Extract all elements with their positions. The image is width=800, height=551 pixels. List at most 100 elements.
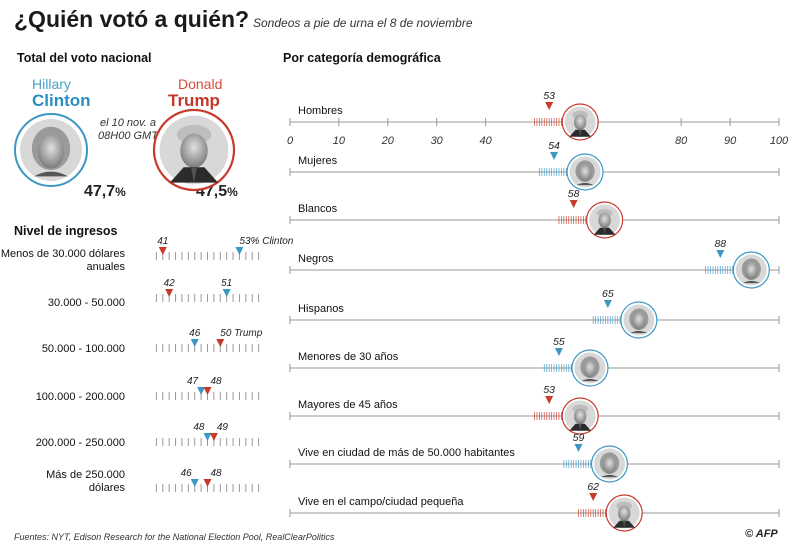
demo-marker bbox=[554, 348, 563, 356]
demo-tick-label: 100 bbox=[770, 135, 789, 147]
source-note: Fuentes: NYT, Edison Research for the Na… bbox=[14, 532, 335, 542]
demo-tick-label: 20 bbox=[381, 135, 395, 147]
income-category-label: 100.000 - 200.000 bbox=[35, 391, 125, 403]
income-category-label: Más de 250.000 dólares bbox=[46, 469, 125, 494]
income-value-label: 42 bbox=[164, 278, 176, 289]
demo-portrait bbox=[590, 445, 629, 483]
demo-portrait bbox=[571, 349, 609, 387]
income-value-label: 46 bbox=[181, 468, 193, 479]
demo-marker bbox=[574, 444, 583, 452]
afp-logo: © AFP bbox=[745, 528, 778, 540]
income-clinton-marker bbox=[222, 289, 231, 297]
income-value-label: 41 bbox=[157, 236, 168, 247]
demo-value-label: 59 bbox=[573, 432, 585, 444]
demo-category-label: Negros bbox=[298, 253, 334, 265]
income-value-label: 48 bbox=[211, 376, 223, 387]
demo-category-label: Mujeres bbox=[298, 155, 338, 167]
demo-value-label: 88 bbox=[714, 238, 726, 250]
income-clinton-marker bbox=[197, 387, 206, 395]
income-clinton-marker bbox=[190, 479, 199, 487]
demo-portrait bbox=[561, 397, 599, 435]
income-value-label: 49 bbox=[217, 422, 229, 433]
demo-tick-label: 80 bbox=[675, 135, 688, 147]
income-category-label: 50.000 - 100.000 bbox=[41, 343, 125, 355]
income-value-label: 51 bbox=[221, 278, 232, 289]
national-date-note: el 10 nov. a 08H00 GMT bbox=[98, 117, 158, 142]
income-category-label: 200.000 - 250.000 bbox=[35, 437, 125, 449]
income-value-label: 47 bbox=[187, 376, 199, 387]
trump-first-name: Donald bbox=[178, 76, 223, 92]
income-chart: 41 53% Clinton 42 51 46 50 Trump 47 48 48 49 46 48 bbox=[155, 236, 294, 492]
income-heading: Nivel de ingresos bbox=[14, 224, 118, 238]
demographic-chart: 53 Hombres 54 Mujeres 58 Blancos 88 Negros 65 His… bbox=[287, 90, 789, 532]
demo-tick-label: 40 bbox=[479, 135, 492, 147]
page-subtitle: Sondeos a pie de urna el 8 de noviembre bbox=[253, 16, 473, 30]
income-row: 46 50 Trump bbox=[155, 328, 263, 352]
demo-tick-label: 30 bbox=[431, 135, 444, 147]
clinton-pct-sign: % bbox=[115, 185, 126, 199]
demo-value-label: 53 bbox=[543, 90, 555, 102]
income-clinton-marker bbox=[190, 339, 199, 347]
income-clinton-marker bbox=[203, 433, 212, 441]
demo-marker bbox=[545, 396, 554, 404]
demo-row: 58 Blancos bbox=[289, 188, 780, 239]
demo-portrait bbox=[605, 494, 643, 532]
demo-tick-label: 90 bbox=[724, 135, 737, 147]
income-trump-marker bbox=[209, 433, 218, 441]
income-value-label: 48 bbox=[211, 468, 223, 479]
income-value-label: 48 bbox=[193, 422, 205, 433]
demo-row: 55 Menores de 30 años bbox=[289, 336, 780, 387]
national-portraits bbox=[14, 108, 236, 192]
demo-row: 53 Hombres bbox=[289, 90, 780, 141]
demo-marker bbox=[716, 250, 725, 258]
demographic-heading: Por categoría demográfica bbox=[283, 51, 441, 65]
demo-category-label: Menores de 30 años bbox=[298, 351, 399, 363]
demo-marker bbox=[550, 152, 559, 160]
demo-category-label: Blancos bbox=[298, 203, 338, 215]
national-vote-heading: Total del voto nacional bbox=[17, 51, 152, 65]
income-row: 41 53% Clinton bbox=[155, 236, 294, 260]
income-category-label: Menos de 30.000 dólares anuales bbox=[0, 248, 125, 273]
income-value-label: 50 Trump bbox=[220, 328, 262, 339]
demo-value-label: 55 bbox=[553, 336, 565, 348]
income-category-label: 30.000 - 50.000 bbox=[47, 297, 125, 309]
demo-portrait bbox=[566, 153, 604, 191]
demo-marker bbox=[589, 493, 598, 501]
demo-row: 53 Mayores de 45 años bbox=[289, 384, 780, 435]
income-trump-marker bbox=[203, 479, 212, 487]
demo-value-label: 62 bbox=[587, 481, 599, 493]
clinton-national-pct: 47,7% bbox=[84, 183, 126, 201]
income-trump-marker bbox=[203, 387, 212, 395]
demo-value-label: 65 bbox=[602, 288, 614, 300]
clinton-pct-value: 47,7 bbox=[84, 183, 116, 200]
demo-portrait bbox=[620, 301, 658, 339]
demo-row: 65 Hispanos bbox=[289, 288, 780, 339]
income-row: 47 48 bbox=[155, 376, 260, 400]
demo-marker bbox=[603, 300, 612, 308]
income-value-label: 53% Clinton bbox=[239, 236, 293, 247]
demo-category-label: Hispanos bbox=[298, 303, 344, 315]
demo-row: 59 Vive en ciudad de más de 50.000 habita… bbox=[289, 432, 780, 483]
income-trump-marker bbox=[165, 289, 174, 297]
income-clinton-marker bbox=[235, 247, 244, 255]
income-row: 48 49 bbox=[155, 422, 260, 446]
demo-value-label: 58 bbox=[568, 188, 580, 200]
trump-last-name: Trump bbox=[168, 91, 220, 110]
demo-value-label: 54 bbox=[548, 140, 560, 152]
clinton-first-name: Hillary bbox=[32, 76, 71, 92]
demo-row: 88 Negros bbox=[289, 238, 780, 289]
clinton-last-name: Clinton bbox=[32, 91, 91, 110]
income-trump-marker bbox=[158, 247, 167, 255]
demo-category-label: Hombres bbox=[298, 105, 343, 117]
demo-row: 62 Vive en el campo/ciudad pequeña bbox=[289, 481, 780, 532]
trump-pct-sign: % bbox=[227, 185, 238, 199]
demo-portrait bbox=[586, 201, 624, 239]
demo-value-label: 53 bbox=[543, 384, 555, 396]
demo-row: 54 Mujeres bbox=[289, 140, 780, 191]
demo-tick-label: 10 bbox=[333, 135, 346, 147]
income-row: 46 48 bbox=[155, 468, 260, 492]
demo-category-label: Mayores de 45 años bbox=[298, 399, 398, 411]
demo-category-label: Vive en el campo/ciudad pequeña bbox=[298, 496, 464, 508]
income-trump-marker bbox=[216, 339, 225, 347]
